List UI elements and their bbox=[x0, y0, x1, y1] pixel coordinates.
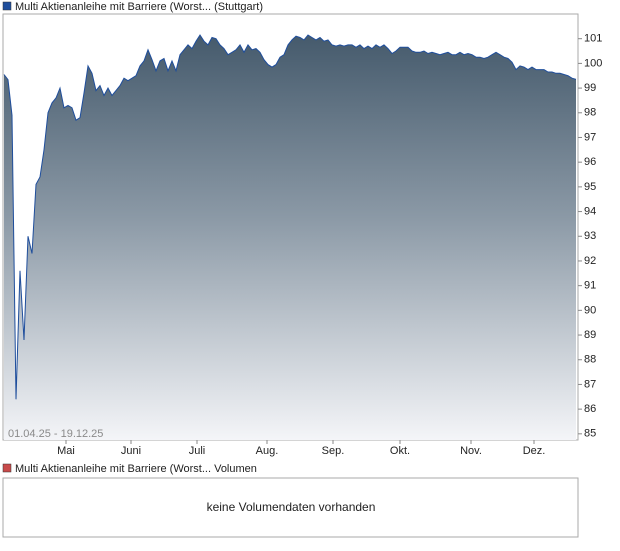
y-tick-label: 91 bbox=[584, 280, 596, 292]
area bbox=[4, 35, 576, 440]
y-tick-label: 100 bbox=[584, 57, 602, 69]
y-tick-label: 85 bbox=[584, 428, 596, 440]
y-tick-label: 93 bbox=[584, 230, 596, 242]
x-tick-label: Mai bbox=[57, 445, 75, 457]
y-tick-label: 95 bbox=[584, 181, 596, 193]
y-tick-label: 92 bbox=[584, 255, 596, 267]
legend-swatch bbox=[2, 463, 12, 473]
y-tick-label: 89 bbox=[584, 329, 596, 341]
y-tick-label: 88 bbox=[584, 354, 596, 366]
x-tick-label: Juni bbox=[121, 445, 141, 457]
legend-label: Multi Aktienanleihe mit Barriere (Worst.… bbox=[15, 463, 257, 475]
x-tick-label: Sep. bbox=[322, 445, 345, 457]
x-tick-label: Juli bbox=[189, 445, 206, 457]
y-tick-label: 96 bbox=[584, 156, 596, 168]
y-tick-label: 90 bbox=[584, 304, 596, 316]
legend-label: Multi Aktienanleihe mit Barriere (Worst.… bbox=[15, 1, 263, 13]
x-tick-label: Nov. bbox=[460, 445, 482, 457]
volume-frame bbox=[2, 477, 579, 538]
y-tick-label: 97 bbox=[584, 131, 596, 143]
volume-note: keine Volumendaten vorhanden bbox=[207, 500, 376, 514]
y-tick-label: 101 bbox=[584, 33, 602, 45]
y-tick-label: 87 bbox=[584, 378, 596, 390]
y-tick-label: 98 bbox=[584, 107, 596, 119]
x-tick-label: Okt. bbox=[390, 445, 410, 457]
legend-swatch bbox=[2, 1, 12, 11]
y-tick-label: 86 bbox=[584, 403, 596, 415]
y-tick-label: 94 bbox=[584, 205, 596, 217]
line bbox=[3, 34, 577, 400]
date-range: 01.04.25 - 19.12.25 bbox=[8, 428, 103, 440]
x-tick-label: Aug. bbox=[256, 445, 279, 457]
y-tick-label: 99 bbox=[584, 82, 596, 94]
x-tick-label: Dez. bbox=[523, 445, 546, 457]
